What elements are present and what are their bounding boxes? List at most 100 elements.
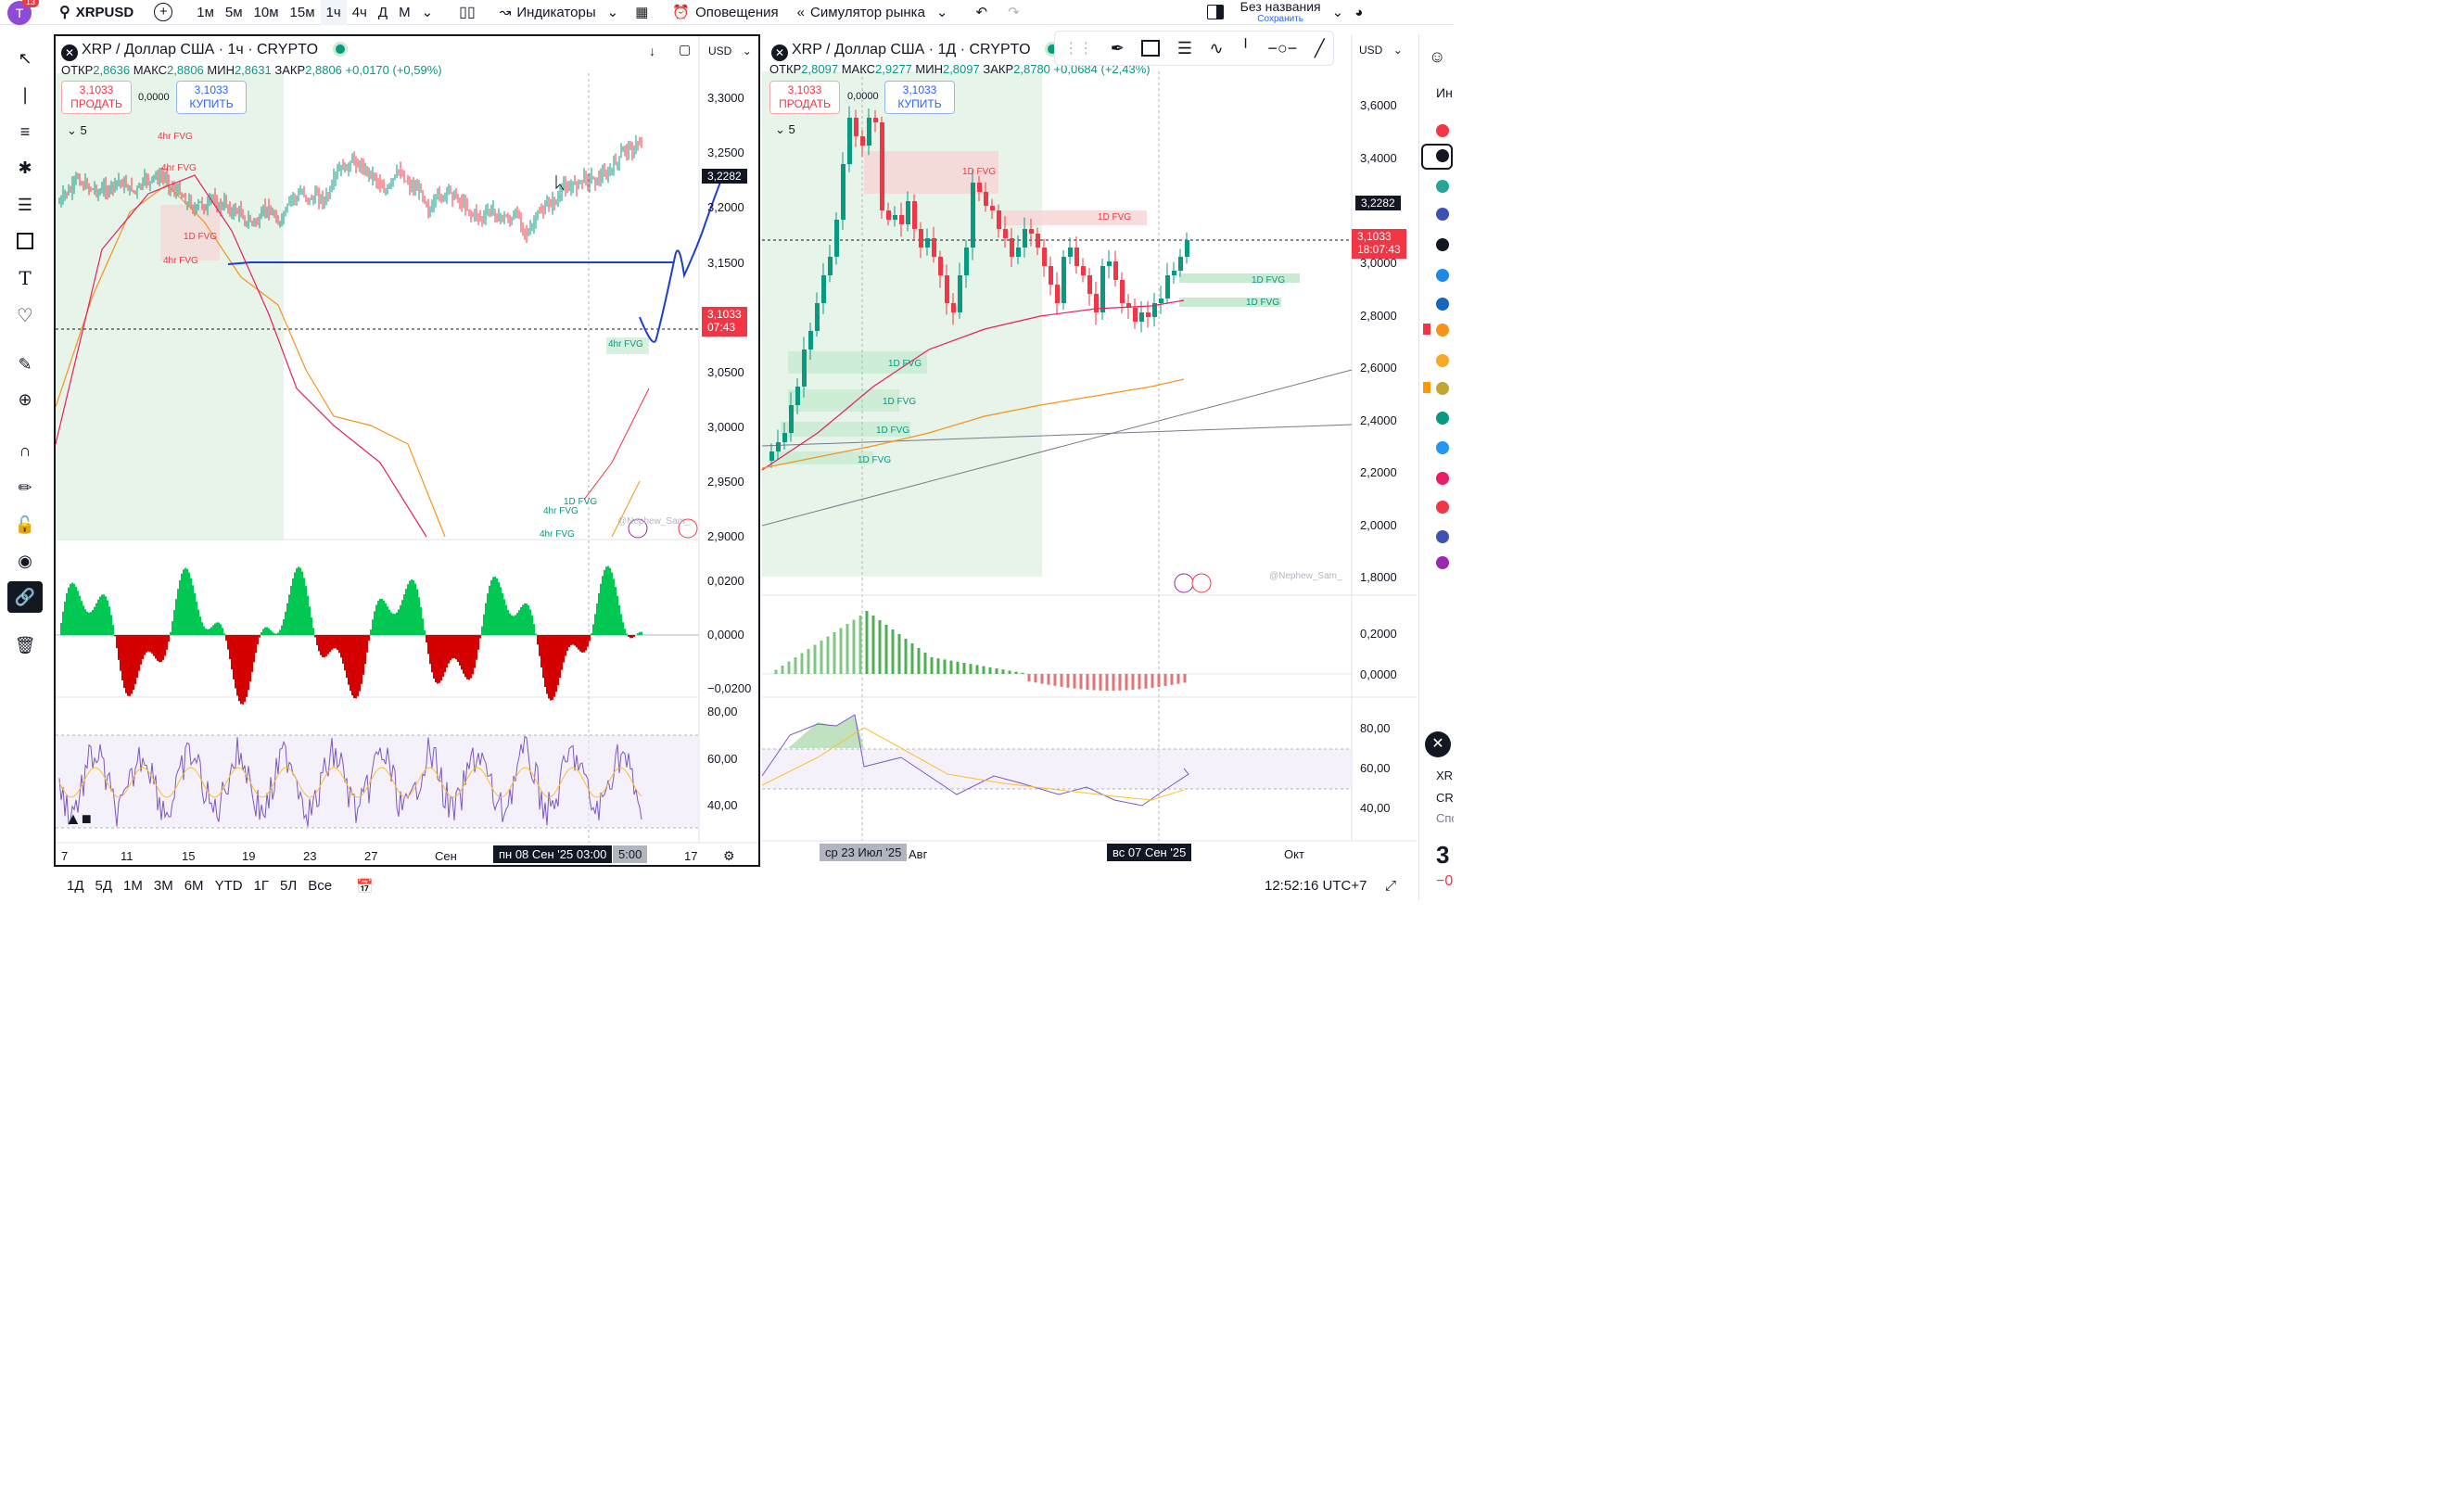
maximize-button[interactable]: ▢ bbox=[679, 42, 691, 57]
sell-button[interactable]: 3,1033 ПРОДАТЬ bbox=[61, 81, 132, 114]
fib-icon: ≡ bbox=[19, 121, 31, 141]
forecast-icon: ☰ bbox=[17, 195, 33, 214]
hlines-icon[interactable]: ☰ bbox=[1176, 38, 1192, 57]
chart-1h-canvas[interactable] bbox=[56, 36, 758, 865]
stay-drawing-tool[interactable]: ✏ bbox=[7, 472, 43, 503]
text-tool[interactable]: T bbox=[7, 262, 43, 294]
favorites-tool[interactable]: ♡ bbox=[7, 299, 43, 331]
flag-icon[interactable] bbox=[1423, 324, 1430, 335]
lock-tool[interactable]: 🔓 bbox=[7, 509, 43, 540]
add-symbol-button[interactable]: + bbox=[148, 0, 178, 25]
hide-tool[interactable]: ◉ bbox=[7, 545, 43, 577]
interval-1h[interactable]: 1ч bbox=[320, 0, 347, 25]
layout-name[interactable]: Без названия Сохранить bbox=[1235, 0, 1327, 25]
rectangle-icon[interactable] bbox=[1141, 40, 1161, 57]
replay-button[interactable]: « Симулятор рынка ⌄ bbox=[792, 0, 954, 25]
eth-icon[interactable] bbox=[1436, 208, 1449, 221]
doge-icon[interactable] bbox=[1436, 382, 1449, 395]
coin-icon[interactable] bbox=[1436, 441, 1449, 454]
currency-select[interactable]: USD ⌄ bbox=[708, 44, 752, 57]
cursor-tool[interactable]: ↖ bbox=[7, 43, 43, 74]
sync-drawings-tool[interactable]: 🔗 bbox=[7, 581, 43, 613]
candle-body bbox=[899, 215, 904, 224]
xrp-icon[interactable] bbox=[1436, 149, 1449, 162]
axis-settings-button[interactable]: ⚙ bbox=[723, 848, 735, 864]
clock[interactable]: 12:52:16 UTC+7 bbox=[1265, 878, 1367, 894]
coin-icon[interactable] bbox=[1436, 530, 1449, 543]
emoji-icon[interactable]: ☺ bbox=[1429, 47, 1446, 66]
brush-tool-icon[interactable]: ✒ bbox=[1110, 38, 1125, 57]
goto-date-button[interactable]: 📅 bbox=[350, 878, 379, 895]
symbol-search[interactable]: ⚲ XRPUSD bbox=[54, 0, 139, 25]
buy-button[interactable]: 3,1033 КУПИТЬ bbox=[176, 81, 247, 114]
interval-4h[interactable]: 4ч bbox=[351, 4, 367, 20]
layout-menu-button[interactable]: ⌄ bbox=[1327, 0, 1350, 25]
coin-icon[interactable] bbox=[1436, 556, 1449, 569]
fullscreen-button[interactable]: ⤢ bbox=[1385, 878, 1396, 894]
horizontal-ray-icon[interactable]: −○− bbox=[1267, 38, 1298, 57]
sell-button[interactable]: 3,1033 ПРОДАТЬ bbox=[769, 81, 840, 114]
templates-button[interactable]: ▦ bbox=[629, 0, 654, 25]
interval-1m[interactable]: 1м bbox=[197, 4, 214, 20]
range-3m[interactable]: 3М bbox=[153, 878, 173, 894]
interval-5m[interactable]: 5м bbox=[224, 4, 243, 20]
drag-handle-icon[interactable]: ⋮⋮ bbox=[1063, 41, 1094, 57]
coin-icon[interactable] bbox=[1436, 298, 1449, 311]
magnet-tool[interactable]: ∩ bbox=[7, 435, 43, 466]
scroll-down-button[interactable]: ↓ bbox=[649, 44, 655, 58]
currency-select[interactable]: USD ⌄ bbox=[1359, 44, 1403, 57]
range-5y[interactable]: 5Л bbox=[280, 878, 298, 894]
indicators-collapse[interactable]: ⌄ 5 bbox=[67, 123, 87, 138]
indicators-collapse[interactable]: ⌄ 5 bbox=[775, 122, 795, 137]
alerts-button[interactable]: ⏰ Оповещения bbox=[667, 0, 783, 25]
legend-title[interactable]: ✕ XRP / Доллар США · 1Д · CRYPTO bbox=[771, 42, 1058, 61]
user-avatar[interactable]: T 13 bbox=[7, 0, 39, 25]
interval-d[interactable]: Д bbox=[377, 4, 388, 20]
range-ytd[interactable]: YTD bbox=[214, 878, 243, 894]
chart-pane-1d[interactable]: ✕ XRP / Доллар США · 1Д · CRYPTO ОТКР2,80… bbox=[762, 34, 1417, 867]
range-all[interactable]: Все bbox=[308, 878, 333, 894]
range-5d[interactable]: 5Д bbox=[95, 878, 113, 894]
vertical-line-icon[interactable]: ╵ bbox=[1240, 38, 1251, 57]
redo-button[interactable]: ↷ bbox=[1002, 0, 1025, 25]
fib-tool[interactable]: ≡ bbox=[7, 116, 43, 147]
undo-button[interactable]: ↶ bbox=[971, 0, 994, 25]
quick-search-button[interactable]: ◕ bbox=[1349, 0, 1368, 25]
candle-body bbox=[1159, 299, 1163, 303]
flag-icon[interactable] bbox=[1423, 382, 1430, 393]
interval-15m[interactable]: 15м bbox=[289, 4, 315, 20]
range-1m[interactable]: 1М bbox=[123, 878, 143, 894]
watchlist-item-selected[interactable] bbox=[1421, 144, 1453, 170]
btc-icon[interactable] bbox=[1436, 324, 1449, 337]
interval-dropdown[interactable]: ⌄ bbox=[416, 0, 439, 25]
path-icon[interactable]: ∿ bbox=[1209, 38, 1224, 57]
pattern-tool[interactable]: ✱ bbox=[7, 152, 43, 184]
chart-1d-canvas[interactable] bbox=[762, 34, 1417, 867]
shapes-tool[interactable] bbox=[7, 225, 43, 257]
buy-button[interactable]: 3,1033 КУПИТЬ bbox=[884, 81, 955, 114]
coin-icon[interactable] bbox=[1436, 354, 1449, 367]
chart-pane-1h[interactable]: ✕ XRP / Доллар США · 1ч · CRYPTO ОТКР2,86… bbox=[54, 34, 760, 867]
zoom-tool[interactable]: ⊕ bbox=[7, 384, 43, 415]
ruler-tool[interactable]: ✎ bbox=[7, 349, 43, 380]
range-1y[interactable]: 1Г bbox=[253, 878, 270, 894]
trend-line-tool[interactable]: ❘ bbox=[7, 79, 43, 110]
coin-icon[interactable] bbox=[1436, 269, 1449, 282]
trend-line-icon[interactable]: ╱ bbox=[1314, 38, 1325, 57]
coin-icon[interactable] bbox=[1436, 412, 1449, 425]
chart-type-button[interactable]: ▯▯ bbox=[453, 0, 481, 25]
coin-icon[interactable] bbox=[1436, 238, 1449, 251]
forecast-tool[interactable]: ☰ bbox=[7, 189, 43, 221]
coin-icon[interactable] bbox=[1436, 124, 1449, 137]
legend-title[interactable]: ✕ XRP / Доллар США · 1ч · CRYPTO bbox=[61, 42, 345, 61]
range-6m[interactable]: 6М bbox=[184, 878, 204, 894]
layout-button[interactable] bbox=[1201, 0, 1229, 25]
interval-m[interactable]: М bbox=[399, 4, 411, 20]
indicators-button[interactable]: ↝ Индикаторы ⌄ bbox=[494, 0, 624, 25]
range-1d[interactable]: 1Д bbox=[67, 878, 84, 894]
coin-icon[interactable] bbox=[1436, 501, 1449, 514]
coin-icon[interactable] bbox=[1436, 472, 1449, 485]
remove-tool[interactable]: 🗑 bbox=[7, 629, 43, 661]
coin-icon[interactable] bbox=[1436, 180, 1449, 193]
interval-10m[interactable]: 10м bbox=[253, 4, 279, 20]
